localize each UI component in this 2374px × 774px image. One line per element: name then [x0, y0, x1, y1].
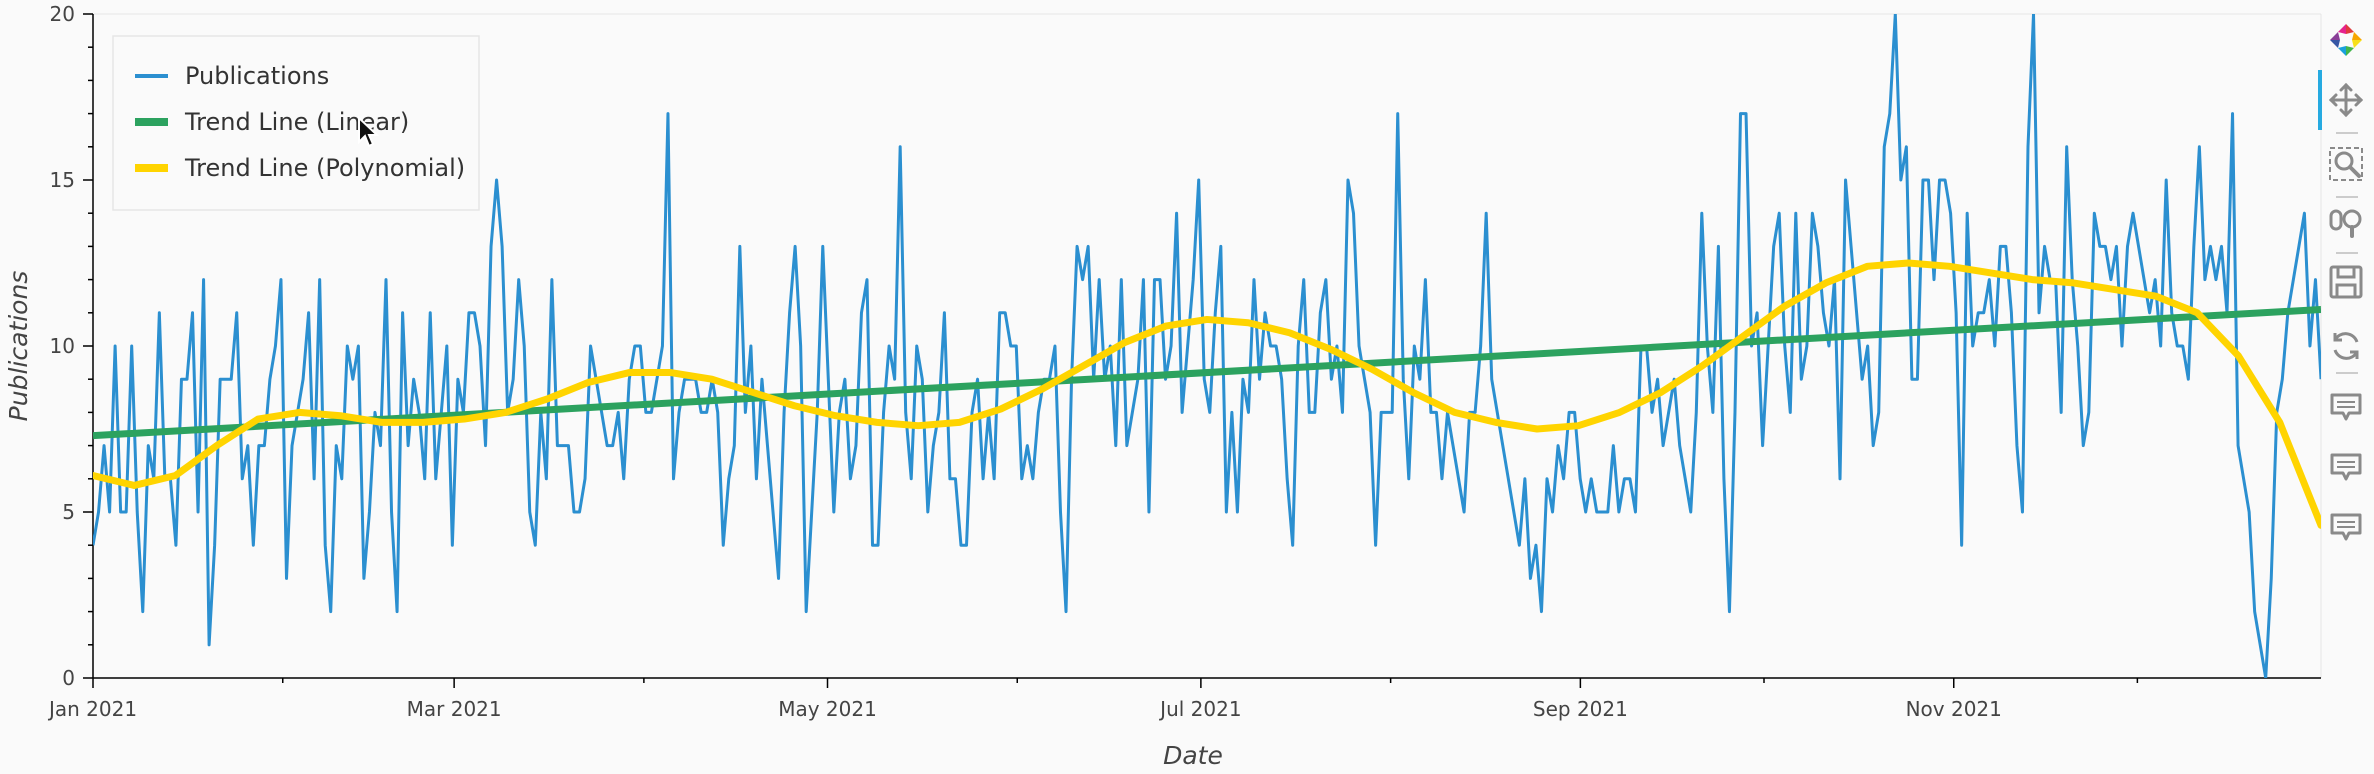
save-icon[interactable]	[2318, 254, 2374, 310]
y-axis-title: Publications	[4, 271, 33, 422]
toolbar-separator	[2336, 372, 2358, 374]
hover-icon[interactable]	[2318, 500, 2374, 556]
plot-toolbar	[2318, 8, 2374, 608]
y-tick-label: 20	[50, 2, 75, 26]
reset-icon[interactable]	[2318, 318, 2374, 374]
x-tick-label: Jul 2021	[1158, 697, 1241, 721]
x-tick-label: Sep 2021	[1533, 697, 1628, 721]
legend-label: Trend Line (Polynomial)	[184, 154, 465, 182]
y-tick-label: 0	[62, 666, 75, 690]
toolbar-separator	[2336, 132, 2358, 134]
active-tool-indicator	[2318, 70, 2322, 130]
y-tick-label: 10	[50, 334, 75, 358]
x-tick-label: Mar 2021	[407, 697, 502, 721]
x-tick-label: Nov 2021	[1906, 697, 2002, 721]
publications-line	[93, 14, 2321, 678]
y-tick-label: 5	[62, 500, 75, 524]
legend-box	[112, 35, 480, 211]
y-tick-label: 15	[50, 168, 75, 192]
legend-label: Publications	[185, 62, 329, 90]
toolbar-separator	[2336, 196, 2358, 198]
x-tick-label: May 2021	[778, 697, 877, 721]
box-zoom-icon[interactable]	[2318, 136, 2374, 192]
wheel-zoom-icon[interactable]	[2318, 194, 2374, 250]
hover-icon[interactable]	[2318, 380, 2374, 436]
x-axis-title: Date	[1163, 741, 1223, 770]
mouse-cursor-icon	[358, 116, 380, 148]
bokeh-logo-icon[interactable]	[2318, 12, 2374, 68]
pan-icon[interactable]	[2318, 72, 2374, 128]
toolbar-separator	[2336, 252, 2358, 254]
hover-icon[interactable]	[2318, 440, 2374, 496]
polynomial-trend-line	[93, 259, 2321, 529]
x-tick-label: Jan 2021	[47, 697, 137, 721]
linear-trend-line	[93, 305, 2321, 440]
